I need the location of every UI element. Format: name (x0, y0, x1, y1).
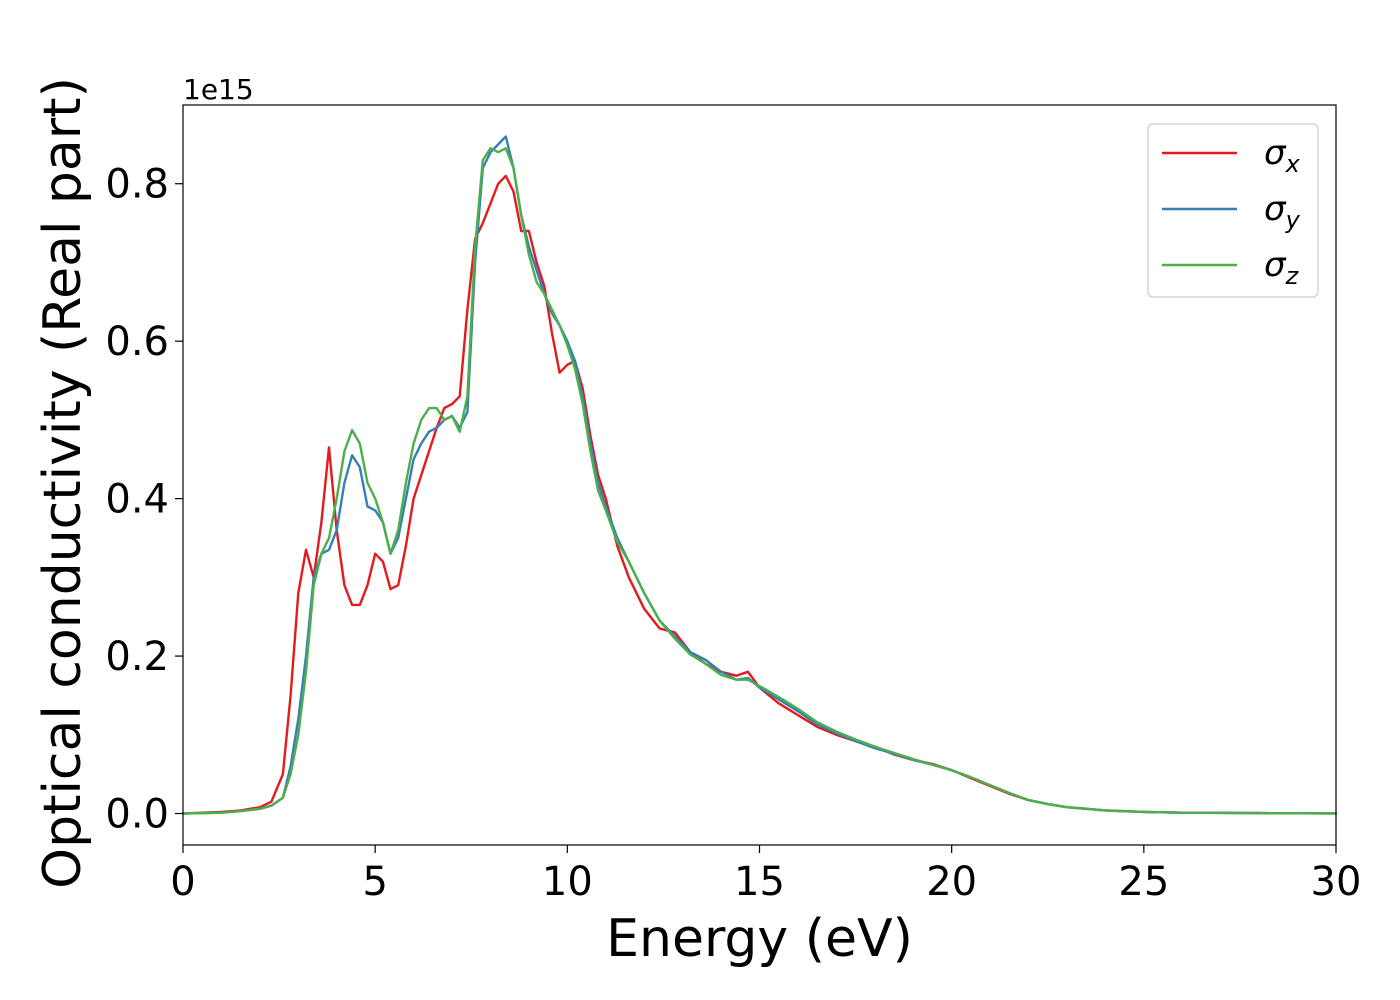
series-layer (181, 135, 1338, 815)
legend-label-z: σz (1264, 245, 1300, 290)
x-tick-label: 25 (1118, 859, 1169, 905)
series-line-z (181, 147, 1338, 815)
x-tick-label: 5 (362, 859, 387, 905)
x-tick-label: 10 (542, 859, 593, 905)
y-tick-label: 0.4 (105, 477, 169, 523)
y-tick-label: 0.8 (105, 162, 169, 208)
x-tick-label: 30 (1311, 859, 1362, 905)
x-axis-label: Energy (eV) (606, 909, 913, 969)
y-tick-label: 0.0 (105, 792, 169, 838)
y-tick-label: 0.2 (105, 634, 169, 680)
y-offset-label: 1e15 (183, 73, 254, 106)
x-tick-label: 20 (926, 859, 977, 905)
y-axis: 0.0 0.2 0.4 0.6 0.8 (105, 162, 183, 838)
legend-label-y: σy (1264, 189, 1301, 234)
x-axis: 0 5 10 15 20 25 30 (170, 845, 1361, 905)
legend-box (1147, 123, 1319, 298)
legend-label-x: σx (1264, 133, 1301, 178)
x-tick-label: 0 (170, 859, 195, 905)
plot-area (183, 105, 1336, 845)
x-tick-label: 15 (734, 859, 785, 905)
y-axis-label: Optical conductivity (Real part) (33, 77, 93, 889)
y-tick-label: 0.6 (105, 319, 169, 365)
legend: σx σy σz (1147, 123, 1319, 298)
